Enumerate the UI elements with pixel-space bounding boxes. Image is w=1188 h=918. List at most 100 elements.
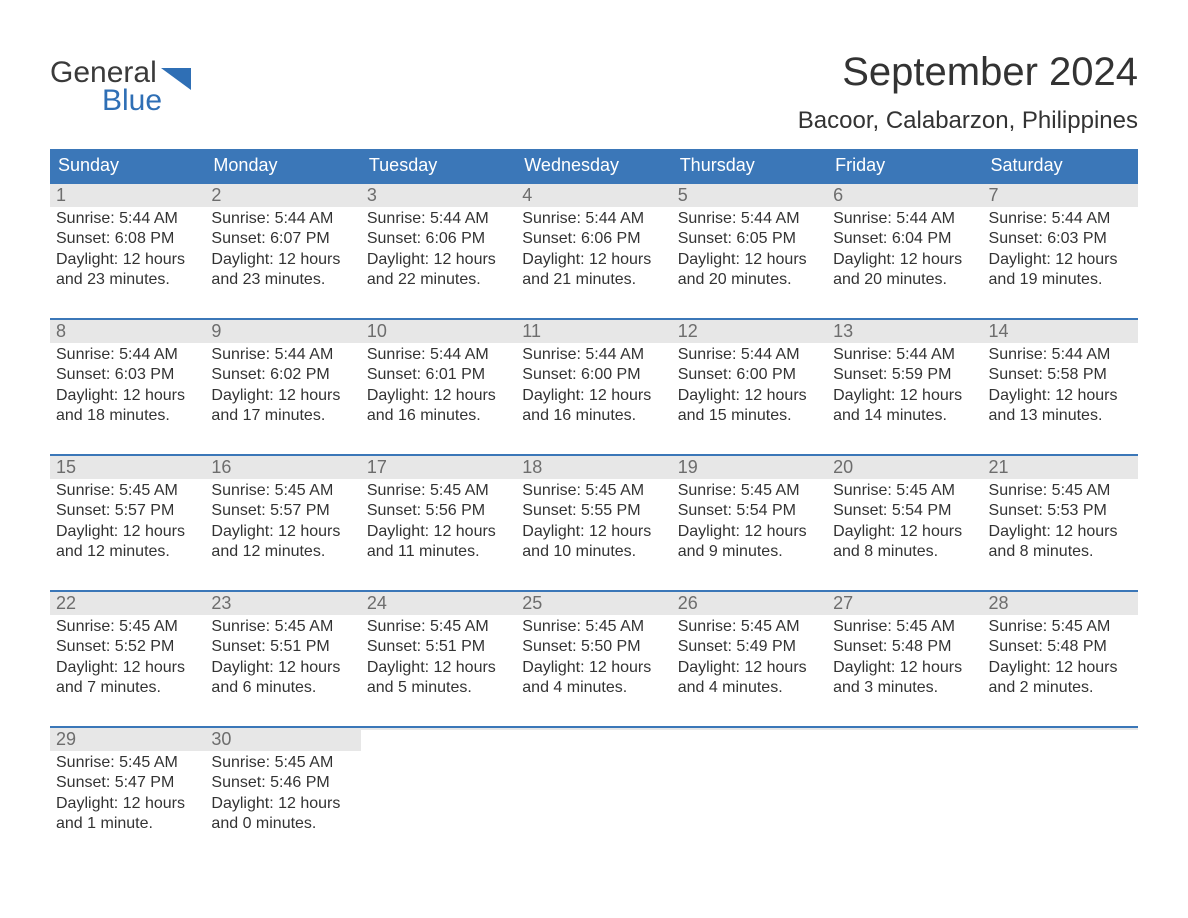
day-cell: 24Sunrise: 5:45 AMSunset: 5:51 PMDayligh… bbox=[361, 592, 516, 710]
sunrise-text: Sunrise: 5:44 AM bbox=[678, 209, 821, 229]
day-cell: 4Sunrise: 5:44 AMSunset: 6:06 PMDaylight… bbox=[516, 184, 671, 302]
sunrise-text: Sunrise: 5:45 AM bbox=[211, 617, 354, 637]
day-cell: 29Sunrise: 5:45 AMSunset: 5:47 PMDayligh… bbox=[50, 728, 205, 846]
day-cell: 11Sunrise: 5:44 AMSunset: 6:00 PMDayligh… bbox=[516, 320, 671, 438]
day-number: 21 bbox=[989, 457, 1009, 477]
day-number: 4 bbox=[522, 185, 532, 205]
sunset-text: Sunset: 5:46 PM bbox=[211, 773, 354, 793]
sunrise-text: Sunrise: 5:44 AM bbox=[989, 345, 1132, 365]
day-number: 18 bbox=[522, 457, 542, 477]
calendar-page: General Blue September 2024 Bacoor, Cala… bbox=[0, 0, 1188, 918]
weekday-header: Sunday Monday Tuesday Wednesday Thursday… bbox=[50, 149, 1138, 182]
day-number: 29 bbox=[56, 729, 76, 749]
day-cell: 2Sunrise: 5:44 AMSunset: 6:07 PMDaylight… bbox=[205, 184, 360, 302]
day-body: Sunrise: 5:44 AMSunset: 6:02 PMDaylight:… bbox=[205, 343, 360, 431]
sunset-text: Sunset: 5:51 PM bbox=[211, 637, 354, 657]
day-body: Sunrise: 5:45 AMSunset: 5:48 PMDaylight:… bbox=[827, 615, 982, 703]
day-number: 8 bbox=[56, 321, 66, 341]
day-number: 16 bbox=[211, 457, 231, 477]
sunset-text: Sunset: 6:00 PM bbox=[522, 365, 665, 385]
sunrise-text: Sunrise: 5:45 AM bbox=[211, 481, 354, 501]
sunrise-text: Sunrise: 5:45 AM bbox=[678, 481, 821, 501]
day-body: Sunrise: 5:45 AMSunset: 5:54 PMDaylight:… bbox=[672, 479, 827, 567]
day-cell: 23Sunrise: 5:45 AMSunset: 5:51 PMDayligh… bbox=[205, 592, 360, 710]
day-number-row: 23 bbox=[205, 592, 360, 615]
sunset-text: Sunset: 6:03 PM bbox=[56, 365, 199, 385]
calendar-week: 8Sunrise: 5:44 AMSunset: 6:03 PMDaylight… bbox=[50, 318, 1138, 438]
sunset-text: Sunset: 5:48 PM bbox=[989, 637, 1132, 657]
day-cell bbox=[361, 728, 516, 846]
sunset-text: Sunset: 6:06 PM bbox=[367, 229, 510, 249]
daylight-text: Daylight: 12 hours and 9 minutes. bbox=[678, 522, 821, 563]
sunset-text: Sunset: 5:54 PM bbox=[678, 501, 821, 521]
day-number: 23 bbox=[211, 593, 231, 613]
day-body: Sunrise: 5:45 AMSunset: 5:51 PMDaylight:… bbox=[361, 615, 516, 703]
sunrise-text: Sunrise: 5:45 AM bbox=[56, 617, 199, 637]
daylight-text: Daylight: 12 hours and 15 minutes. bbox=[678, 386, 821, 427]
day-cell: 22Sunrise: 5:45 AMSunset: 5:52 PMDayligh… bbox=[50, 592, 205, 710]
day-number-row: 14 bbox=[983, 320, 1138, 343]
daylight-text: Daylight: 12 hours and 3 minutes. bbox=[833, 658, 976, 699]
month-title: September 2024 bbox=[798, 50, 1138, 95]
day-number: 1 bbox=[56, 185, 66, 205]
day-number-row: 20 bbox=[827, 456, 982, 479]
sunrise-text: Sunrise: 5:45 AM bbox=[56, 481, 199, 501]
day-cell: 3Sunrise: 5:44 AMSunset: 6:06 PMDaylight… bbox=[361, 184, 516, 302]
sunset-text: Sunset: 5:57 PM bbox=[56, 501, 199, 521]
day-body bbox=[672, 730, 827, 736]
day-number-row: 25 bbox=[516, 592, 671, 615]
day-number: 14 bbox=[989, 321, 1009, 341]
day-body: Sunrise: 5:44 AMSunset: 6:06 PMDaylight:… bbox=[361, 207, 516, 295]
day-body: Sunrise: 5:45 AMSunset: 5:56 PMDaylight:… bbox=[361, 479, 516, 567]
day-cell: 14Sunrise: 5:44 AMSunset: 5:58 PMDayligh… bbox=[983, 320, 1138, 438]
day-number: 11 bbox=[522, 321, 541, 341]
daylight-text: Daylight: 12 hours and 2 minutes. bbox=[989, 658, 1132, 699]
day-number: 15 bbox=[56, 457, 76, 477]
daylight-text: Daylight: 12 hours and 20 minutes. bbox=[833, 250, 976, 291]
sunset-text: Sunset: 6:00 PM bbox=[678, 365, 821, 385]
sunset-text: Sunset: 5:48 PM bbox=[833, 637, 976, 657]
sunset-text: Sunset: 5:53 PM bbox=[989, 501, 1132, 521]
day-number: 24 bbox=[367, 593, 387, 613]
sunrise-text: Sunrise: 5:45 AM bbox=[833, 617, 976, 637]
day-number: 17 bbox=[367, 457, 387, 477]
daylight-text: Daylight: 12 hours and 16 minutes. bbox=[522, 386, 665, 427]
day-cell: 12Sunrise: 5:44 AMSunset: 6:00 PMDayligh… bbox=[672, 320, 827, 438]
day-body: Sunrise: 5:44 AMSunset: 6:05 PMDaylight:… bbox=[672, 207, 827, 295]
sunset-text: Sunset: 6:07 PM bbox=[211, 229, 354, 249]
daylight-text: Daylight: 12 hours and 13 minutes. bbox=[989, 386, 1132, 427]
day-body bbox=[361, 730, 516, 736]
sunset-text: Sunset: 6:02 PM bbox=[211, 365, 354, 385]
day-cell bbox=[672, 728, 827, 846]
day-number-row: 5 bbox=[672, 184, 827, 207]
sunrise-text: Sunrise: 5:44 AM bbox=[522, 209, 665, 229]
day-number: 3 bbox=[367, 185, 377, 205]
sunset-text: Sunset: 5:49 PM bbox=[678, 637, 821, 657]
daylight-text: Daylight: 12 hours and 6 minutes. bbox=[211, 658, 354, 699]
daylight-text: Daylight: 12 hours and 20 minutes. bbox=[678, 250, 821, 291]
sunrise-text: Sunrise: 5:44 AM bbox=[211, 345, 354, 365]
day-number: 19 bbox=[678, 457, 698, 477]
daylight-text: Daylight: 12 hours and 5 minutes. bbox=[367, 658, 510, 699]
day-cell: 18Sunrise: 5:45 AMSunset: 5:55 PMDayligh… bbox=[516, 456, 671, 574]
day-body: Sunrise: 5:44 AMSunset: 6:00 PMDaylight:… bbox=[672, 343, 827, 431]
day-number: 5 bbox=[678, 185, 688, 205]
day-cell: 28Sunrise: 5:45 AMSunset: 5:48 PMDayligh… bbox=[983, 592, 1138, 710]
day-number-row: 6 bbox=[827, 184, 982, 207]
location: Bacoor, Calabarzon, Philippines bbox=[798, 107, 1138, 135]
weekday-wednesday: Wednesday bbox=[516, 149, 671, 182]
sunset-text: Sunset: 6:06 PM bbox=[522, 229, 665, 249]
day-cell: 5Sunrise: 5:44 AMSunset: 6:05 PMDaylight… bbox=[672, 184, 827, 302]
sunrise-text: Sunrise: 5:44 AM bbox=[833, 345, 976, 365]
day-cell: 16Sunrise: 5:45 AMSunset: 5:57 PMDayligh… bbox=[205, 456, 360, 574]
day-number: 26 bbox=[678, 593, 698, 613]
daylight-text: Daylight: 12 hours and 4 minutes. bbox=[522, 658, 665, 699]
day-body: Sunrise: 5:45 AMSunset: 5:51 PMDaylight:… bbox=[205, 615, 360, 703]
day-body: Sunrise: 5:44 AMSunset: 6:04 PMDaylight:… bbox=[827, 207, 982, 295]
day-cell: 30Sunrise: 5:45 AMSunset: 5:46 PMDayligh… bbox=[205, 728, 360, 846]
day-cell: 6Sunrise: 5:44 AMSunset: 6:04 PMDaylight… bbox=[827, 184, 982, 302]
day-body: Sunrise: 5:44 AMSunset: 6:03 PMDaylight:… bbox=[50, 343, 205, 431]
day-number-row: 28 bbox=[983, 592, 1138, 615]
daylight-text: Daylight: 12 hours and 10 minutes. bbox=[522, 522, 665, 563]
sunset-text: Sunset: 6:01 PM bbox=[367, 365, 510, 385]
